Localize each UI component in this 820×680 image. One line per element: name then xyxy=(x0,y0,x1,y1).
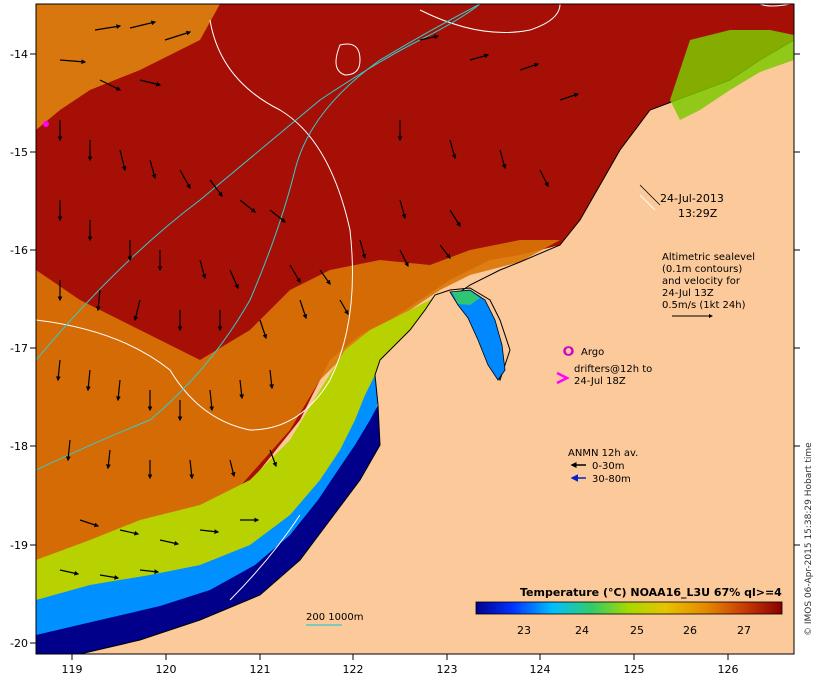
argo-drifters-legend: Argo drifters@12h to 24-Jul 18Z xyxy=(556,346,652,387)
isobaths xyxy=(36,4,481,471)
lat-tick-18: -18 xyxy=(10,440,28,453)
velocity-arrows xyxy=(55,20,580,580)
anmn-shallow-label: 0-30m xyxy=(592,461,624,472)
lon-tick-125: 125 xyxy=(624,663,645,676)
anmn-legend: ANMN 12h av. 0-30m 30-80m xyxy=(568,448,638,485)
isobath-legend: 200 1000m xyxy=(306,612,363,626)
date-leader-line xyxy=(639,184,661,206)
king-sound-green xyxy=(452,291,480,305)
lon-tick-121: 121 xyxy=(250,663,271,676)
colorbar-tick-25: 25 xyxy=(630,624,644,637)
lon-tick-123: 123 xyxy=(437,663,458,676)
drifter-legend-icon xyxy=(556,371,570,385)
longitude-axis: 119 120 121 122 123 124 125 126 xyxy=(62,654,739,676)
anmn-title: ANMN 12h av. xyxy=(568,448,638,459)
plot-frame xyxy=(35,3,795,655)
map-time: 13:29Z xyxy=(678,207,718,220)
altimetry-line-1: Altimetric sealevel xyxy=(662,252,755,263)
north-coast-green xyxy=(670,30,794,120)
latitude-axis: -14 -15 -16 -17 -18 -19 -20 xyxy=(10,48,800,650)
altimetry-line-2: (0.1m contours) xyxy=(662,264,742,275)
colorbar-ramp xyxy=(475,601,783,615)
lon-tick-119: 119 xyxy=(62,663,83,676)
lat-tick-14: -14 xyxy=(10,48,28,61)
landmass-kimberley xyxy=(36,39,794,654)
lat-tick-15: -15 xyxy=(10,146,28,159)
colorbar-tick-23: 23 xyxy=(517,624,531,637)
map-date: 24-Jul-2013 xyxy=(660,192,724,205)
colorbar-tick-26: 26 xyxy=(683,624,697,637)
ocean-green-band xyxy=(36,290,440,630)
argo-label: Argo xyxy=(581,347,604,358)
colorbar-tick-27: 27 xyxy=(737,624,751,637)
isobath-label: 200 1000m xyxy=(306,612,363,623)
lat-tick-17: -17 xyxy=(10,342,28,355)
drifters-line-1: drifters@12h to xyxy=(574,364,652,375)
altimetry-legend: Altimetric sealevel (0.1m contours) and … xyxy=(662,252,755,318)
sealevel-contours xyxy=(36,4,791,601)
ocean-orange-northwest xyxy=(36,4,220,130)
altimetry-line-4: 24-Jul 13Z xyxy=(662,288,714,299)
colorbar-title: Temperature (°C) NOAA16_L3U 67% ql>=4 xyxy=(520,586,782,599)
lat-tick-16: -16 xyxy=(10,244,28,257)
ocean-navy-band xyxy=(36,405,380,654)
lon-tick-120: 120 xyxy=(156,663,177,676)
king-sound-inlet xyxy=(449,289,506,381)
lon-tick-122: 122 xyxy=(343,663,364,676)
map-plot-area xyxy=(36,4,794,654)
lon-tick-124: 124 xyxy=(530,663,551,676)
colorbar-tick-24: 24 xyxy=(575,624,589,637)
altimetry-line-5: 0.5m/s (1kt 24h) xyxy=(662,300,746,311)
drifters-line-2: 24-Jul 18Z xyxy=(574,376,626,387)
imos-credit: © IMOS 06-Apr-2015 15:38:29 Hobart time xyxy=(804,442,814,636)
argo-legend-icon xyxy=(564,346,574,356)
lat-tick-19: -19 xyxy=(10,539,28,552)
anmn-deep-label: 30-80m xyxy=(592,474,631,485)
argo-float-marker-2 xyxy=(43,121,49,127)
altimetry-line-3: and velocity for xyxy=(662,276,741,287)
lon-tick-126: 126 xyxy=(718,663,739,676)
temperature-colorbar: Temperature (°C) NOAA16_L3U 67% ql>=4 23… xyxy=(475,586,783,637)
lat-tick-20: -20 xyxy=(10,637,28,650)
